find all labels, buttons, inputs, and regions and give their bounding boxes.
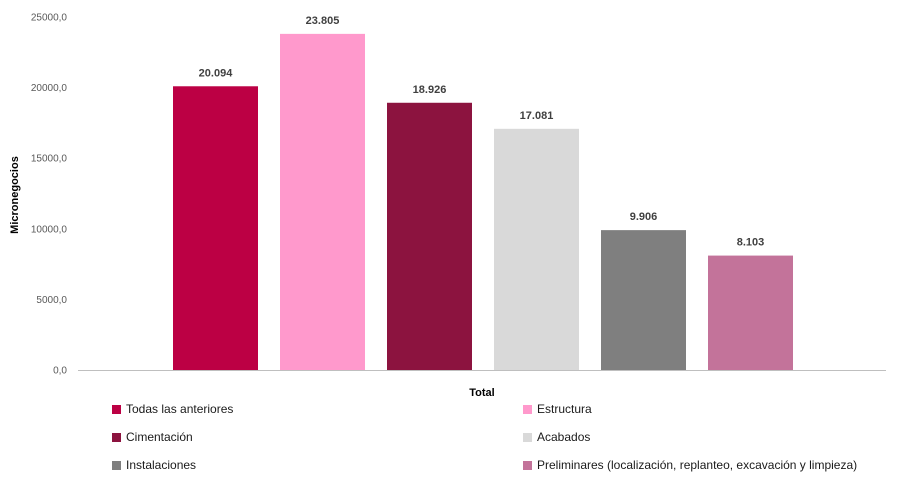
bar [280,33,365,370]
bar [494,128,579,370]
y-tick-label: 25000,0 [31,13,68,24]
bar [601,230,686,370]
bar-data-label: 18.926 [413,84,447,96]
bar [387,102,472,370]
bar-data-label: 20.094 [199,67,234,79]
data-labels: 20.094 23.805 18.926 17.081 9.906 8.103 [199,15,765,249]
y-tick-label: 0,0 [53,366,67,377]
y-axis-title: Micronegocios [9,156,21,234]
bar [173,86,258,371]
bar-data-label: 9.906 [630,211,658,223]
y-tick-label: 20000,0 [31,83,68,94]
y-tick-label: 5000,0 [36,295,67,306]
bar-data-label: 23.805 [306,15,340,27]
y-axis: 0,0 5000,0 10000,0 15000,0 20000,0 25000,0 [31,13,68,377]
bar-data-label: 17.081 [520,110,554,122]
bar [708,255,793,370]
bar-data-label: 8.103 [737,237,765,249]
y-tick-label: 15000,0 [31,154,68,165]
y-tick-label: 10000,0 [31,224,68,235]
x-axis-title: Total [469,387,494,399]
bars [173,33,793,371]
